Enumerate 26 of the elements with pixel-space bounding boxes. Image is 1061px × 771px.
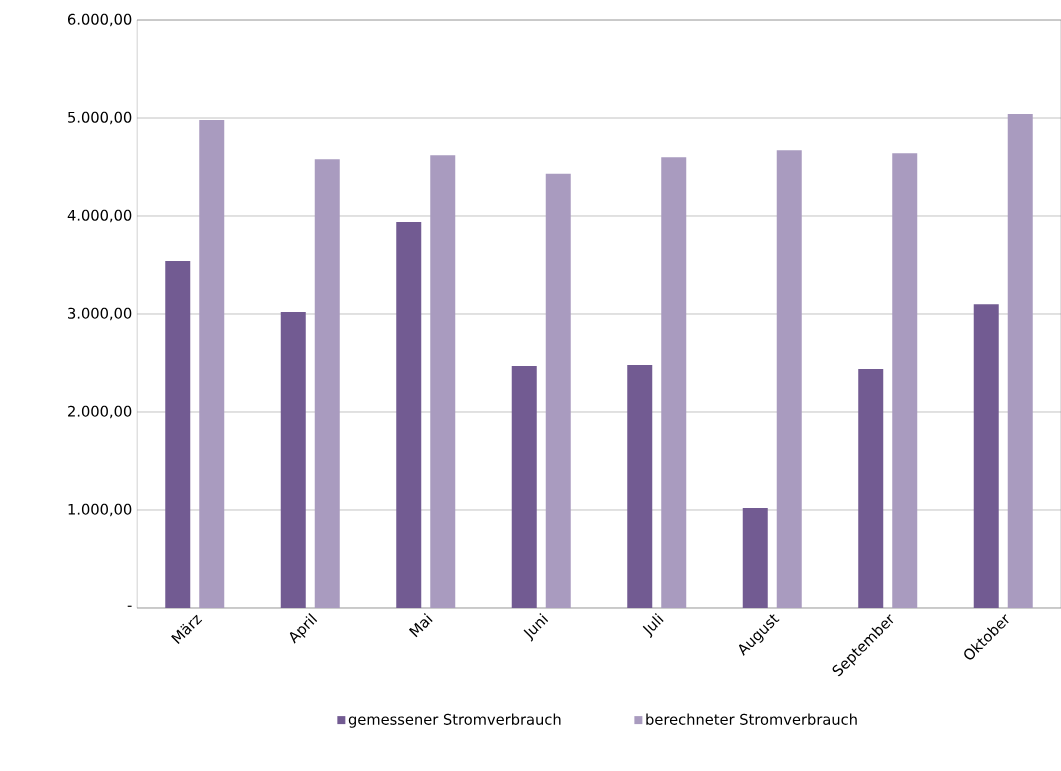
bar: [776, 150, 802, 608]
legend-label: berechneter Stromverbrauch: [646, 713, 857, 725]
legend-label: gemessener Stromverbrauch: [348, 713, 561, 728]
bar: [396, 221, 422, 608]
y-tick-label: 3.000,00: [68, 307, 132, 321]
y-tick-label: 1.000,00: [68, 503, 132, 517]
bar: [545, 173, 571, 608]
bar: [858, 368, 884, 608]
bar: [314, 159, 340, 608]
bar: [661, 157, 687, 608]
y-tick-label: -: [127, 605, 132, 607]
bar: [430, 155, 456, 608]
bar: [1007, 114, 1033, 608]
x-tick-label: Mai: [408, 613, 433, 638]
bar: [627, 364, 653, 608]
bar: [892, 153, 918, 608]
bar: [742, 508, 768, 608]
y-tick-label: 4.000,00: [67, 209, 132, 223]
y-tick-label: 2.000,00: [68, 405, 132, 419]
y-tick-label: 5.000,00: [68, 111, 132, 125]
bar: [199, 119, 225, 608]
bar: [165, 261, 191, 608]
bar: [511, 365, 537, 608]
y-tick-label: 6.000,00: [68, 13, 132, 27]
bar: [280, 312, 306, 608]
bar: [973, 304, 999, 608]
